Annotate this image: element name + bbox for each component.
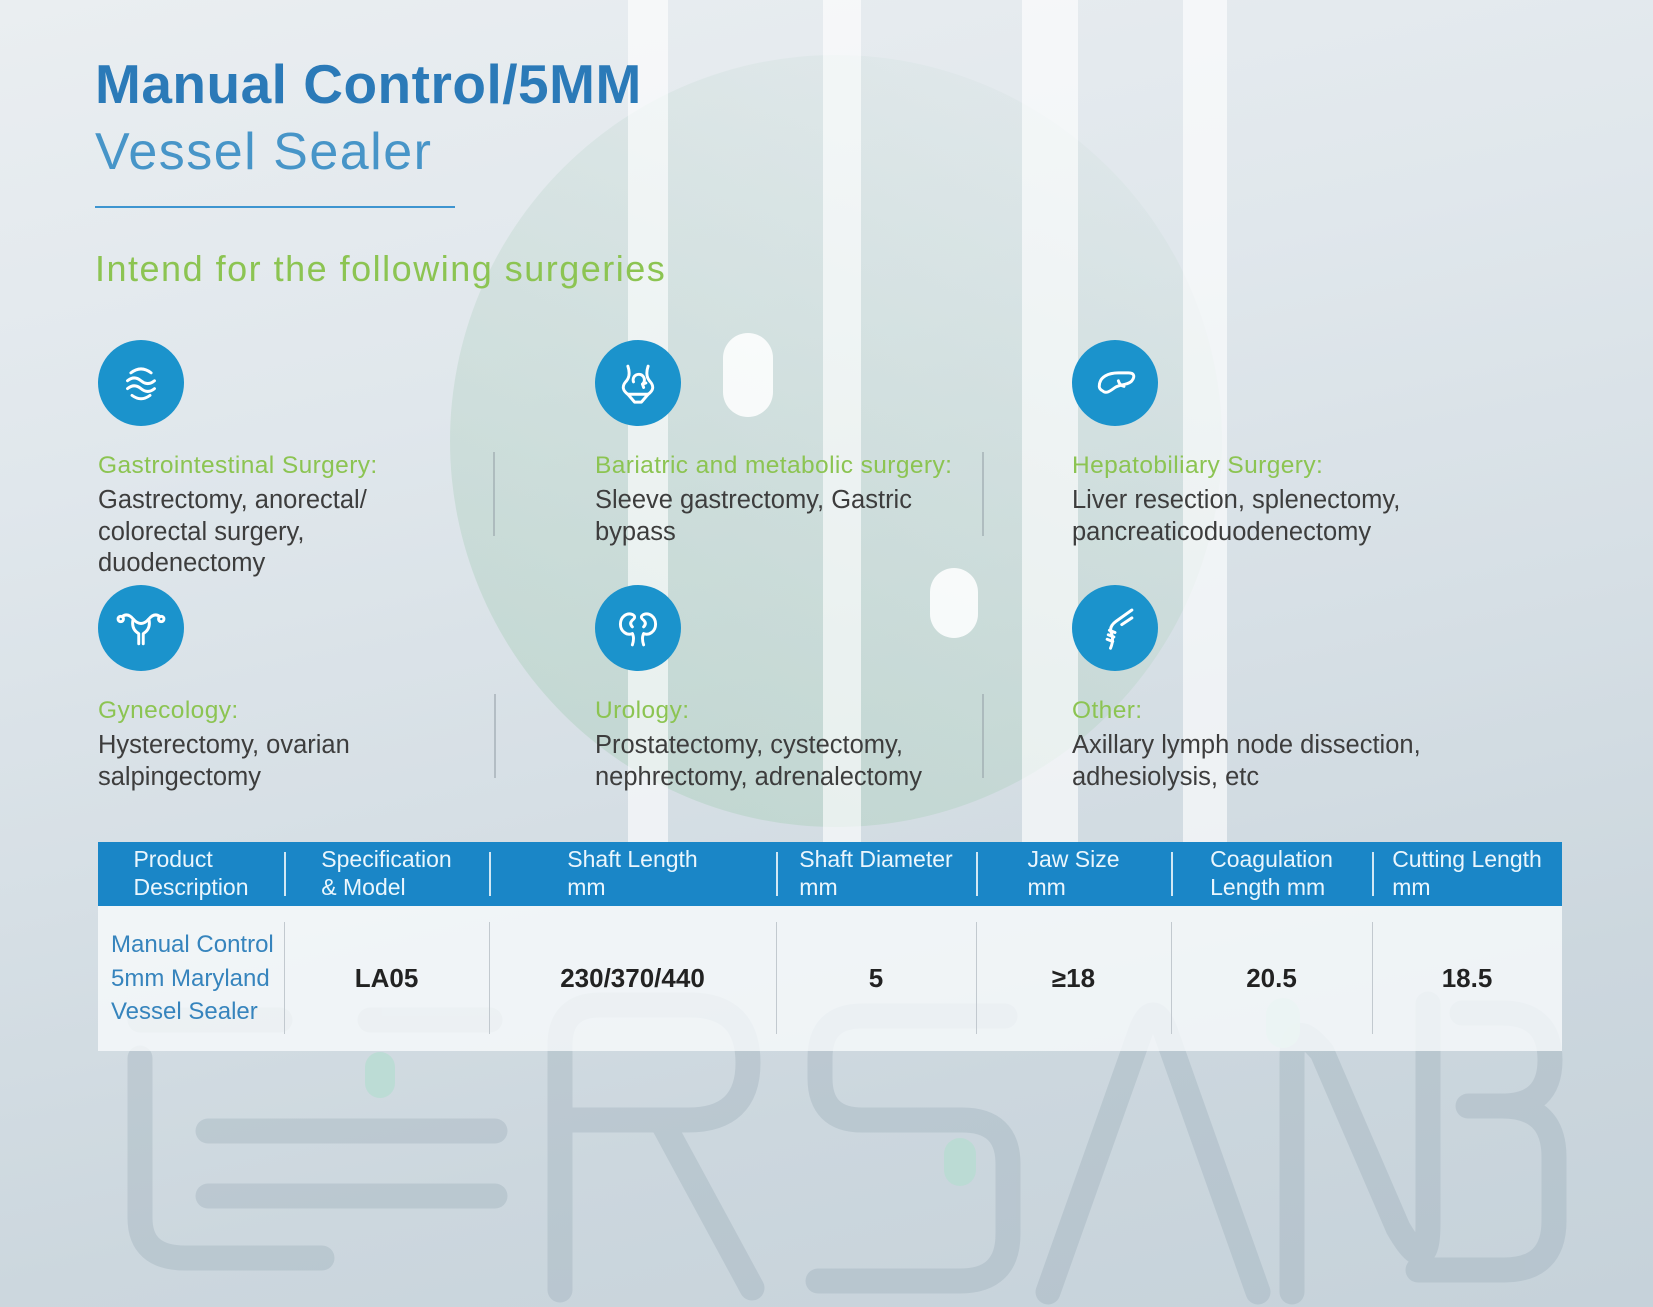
header-shaft-diameter: Shaft Diameter mm <box>776 842 976 906</box>
surgery-label: Gynecology: <box>98 697 239 724</box>
cell-shaft-diameter: 5 <box>776 906 976 1051</box>
header-cutting-length: Cutting Length mm <box>1372 842 1562 906</box>
background-pill <box>930 568 978 638</box>
surgery-label: Urology: <box>595 697 690 724</box>
header-product-description: Product Description <box>133 846 249 900</box>
liver-icon <box>1072 340 1158 426</box>
axilla-icon <box>1072 585 1158 671</box>
surgery-label: Bariatric and metabolic surgery: <box>595 452 953 479</box>
grid-divider <box>494 694 496 778</box>
background-stripe <box>1183 0 1227 905</box>
stomach-waist-icon <box>595 340 681 426</box>
surgery-label: Hepatobiliary Surgery: <box>1072 452 1324 479</box>
background-pill <box>723 333 773 417</box>
cell-specification-model: LA05 <box>284 906 489 1051</box>
surgery-item-hepatobiliary: Hepatobiliary Surgery: Liver resection, … <box>1072 340 1542 548</box>
surgery-item-urology: Urology: Prostatectomy, cystectomy, neph… <box>595 585 1065 793</box>
cell-jaw-size: ≥18 <box>976 906 1171 1051</box>
kidneys-icon <box>595 585 681 671</box>
surgery-description: Gastrectomy, anorectal/ colorectal surge… <box>98 486 367 578</box>
surgery-item-other: Other: Axillary lymph node dissection, a… <box>1072 585 1542 793</box>
section-heading: Intend for the following surgeries <box>95 248 667 289</box>
surgery-description: Sleeve gastrectomy, Gastric bypass <box>595 486 912 546</box>
page-title-line1: Manual Control/5MM <box>95 53 642 115</box>
header-jaw-size: Jaw Size mm <box>976 842 1171 906</box>
surgery-item-gynecology: Gynecology: Hysterectomy, ovarian salpin… <box>98 585 568 793</box>
header-specification-model: Specification & Model <box>284 842 489 906</box>
grid-divider <box>493 452 495 536</box>
surgery-label: Gastrointestinal Surgery: <box>98 452 378 479</box>
background-stripe <box>628 0 668 905</box>
background-stripe <box>823 0 861 905</box>
surgery-description: Prostatectomy, cystectomy, nephrectomy, … <box>595 731 922 791</box>
cell-shaft-length: 230/370/440 <box>489 906 776 1051</box>
surgery-description: Axillary lymph node dissection, adhesiol… <box>1072 731 1421 791</box>
surgery-item-bariatric: Bariatric and metabolic surgery: Sleeve … <box>595 340 1065 548</box>
grid-divider <box>982 452 984 536</box>
background-stripe <box>1022 0 1078 905</box>
cell-cutting-length: 18.5 <box>1372 906 1562 1051</box>
cell-coagulation-length: 20.5 <box>1171 906 1372 1051</box>
header-shaft-length: Shaft Length mm <box>489 842 776 906</box>
surgery-description: Hysterectomy, ovarian salpingectomy <box>98 731 350 791</box>
surgery-label: Other: <box>1072 697 1143 724</box>
surgery-item-gastrointestinal: Gastrointestinal Surgery: Gastrectomy, a… <box>98 340 568 580</box>
spec-table-header: Product Description Specification & Mode… <box>98 842 1562 906</box>
page-title-line2: Vessel Sealer <box>95 123 433 181</box>
spec-table: Product Description Specification & Mode… <box>98 842 1562 1051</box>
title-underline <box>95 206 455 208</box>
cell-product-description: Manual Control 5mm Maryland Vessel Seale… <box>111 931 274 1026</box>
spec-table-row: Manual Control 5mm Maryland Vessel Seale… <box>98 906 1562 1051</box>
header-coagulation-length: Coagulation Length mm <box>1171 842 1372 906</box>
grid-divider <box>982 694 984 778</box>
page-title: Manual Control/5MM Vessel Sealer <box>95 52 642 182</box>
uterus-icon <box>98 585 184 671</box>
intestine-icon <box>98 340 184 426</box>
surgery-description: Liver resection, splenectomy, pancreatic… <box>1072 486 1401 546</box>
